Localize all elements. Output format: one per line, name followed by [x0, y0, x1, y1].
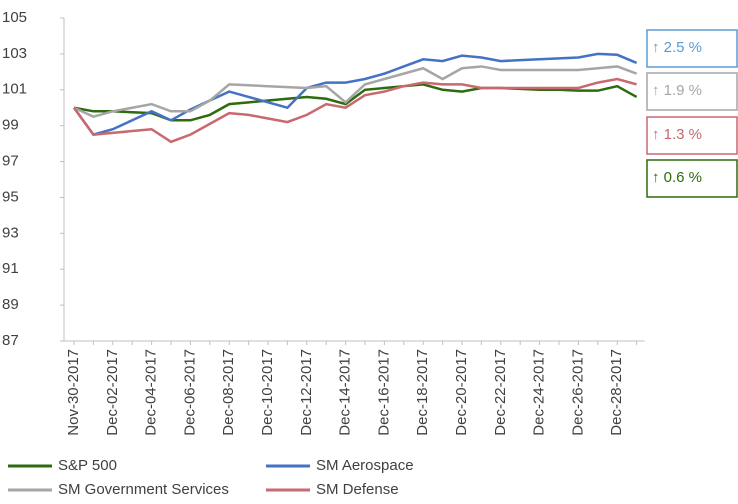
x-tick-label: Dec-26-2017	[569, 349, 586, 436]
series-line	[72, 77, 637, 144]
legend-label: SM Aerospace	[316, 457, 414, 474]
y-tick-label: 97	[2, 153, 19, 170]
annotation-box	[646, 116, 738, 155]
x-tick-label: Dec-14-2017	[337, 349, 354, 436]
x-tick-label: Dec-08-2017	[220, 349, 237, 436]
y-tick-label: 87	[2, 332, 19, 349]
y-tick-label: 99	[2, 117, 19, 134]
legend-label: SM Government Services	[58, 481, 229, 498]
x-tick-label: Dec-24-2017	[531, 349, 548, 436]
series-line	[73, 65, 638, 119]
y-tick-label: 103	[2, 45, 27, 62]
series-line	[72, 52, 638, 137]
y-tick-label: 89	[2, 296, 19, 313]
x-tick-label: Dec-28-2017	[608, 349, 625, 436]
y-tick-label: 105	[2, 9, 27, 26]
x-tick-label: Nov-30-2017	[65, 349, 82, 436]
y-tick-label: 93	[2, 224, 19, 241]
annotation-box	[646, 29, 738, 68]
annotation-box	[646, 159, 738, 198]
annotation-text: ↑ 1.9 %	[652, 82, 702, 99]
x-tick-label: Dec-10-2017	[259, 349, 276, 436]
legend-label: S&P 500	[58, 457, 117, 474]
x-tick-label: Dec-16-2017	[375, 349, 392, 436]
x-tick-label: Dec-02-2017	[104, 349, 121, 436]
annotation-text: ↑ 2.5 %	[652, 39, 702, 56]
y-tick-label: 95	[2, 188, 19, 205]
annotation-text: ↑ 0.6 %	[652, 169, 702, 186]
y-tick-label: 101	[2, 81, 27, 98]
x-tick-label: Dec-20-2017	[453, 349, 470, 436]
annotation-text: ↑ 1.3 %	[652, 126, 702, 143]
x-tick-label: Dec-18-2017	[414, 349, 431, 436]
x-tick-label: Dec-06-2017	[181, 349, 198, 436]
y-tick-label: 91	[2, 260, 19, 277]
x-tick-label: Dec-12-2017	[298, 349, 315, 436]
legend-label: SM Defense	[316, 481, 399, 498]
annotation-box	[646, 72, 738, 111]
x-tick-label: Dec-04-2017	[143, 349, 160, 436]
x-tick-label: Dec-22-2017	[492, 349, 509, 436]
